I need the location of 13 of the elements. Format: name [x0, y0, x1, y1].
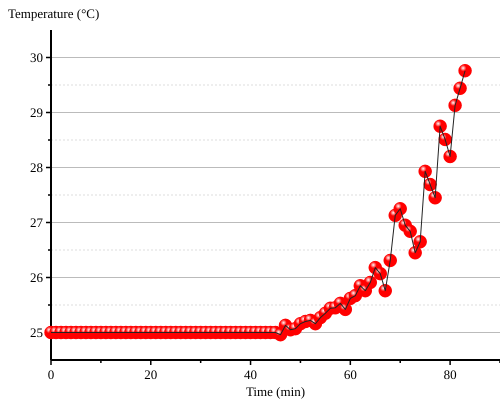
y-tick-label: 27	[30, 215, 44, 230]
y-tick-label: 26	[30, 270, 44, 286]
x-axis-title: Time (min)	[246, 384, 306, 399]
y-axis-title: Temperature (°C)	[8, 6, 100, 21]
x-tick-label: 40	[244, 367, 258, 382]
x-tick-label: 20	[144, 367, 158, 382]
y-tick-label: 29	[30, 105, 43, 120]
x-tick-label: 60	[344, 367, 357, 382]
y-tick-label: 28	[30, 160, 43, 176]
x-tick-label: 80	[444, 367, 457, 382]
y-tick-label: 25	[30, 325, 43, 340]
x-tick-label: 0	[48, 367, 54, 382]
y-tick-label: 30	[30, 50, 43, 66]
